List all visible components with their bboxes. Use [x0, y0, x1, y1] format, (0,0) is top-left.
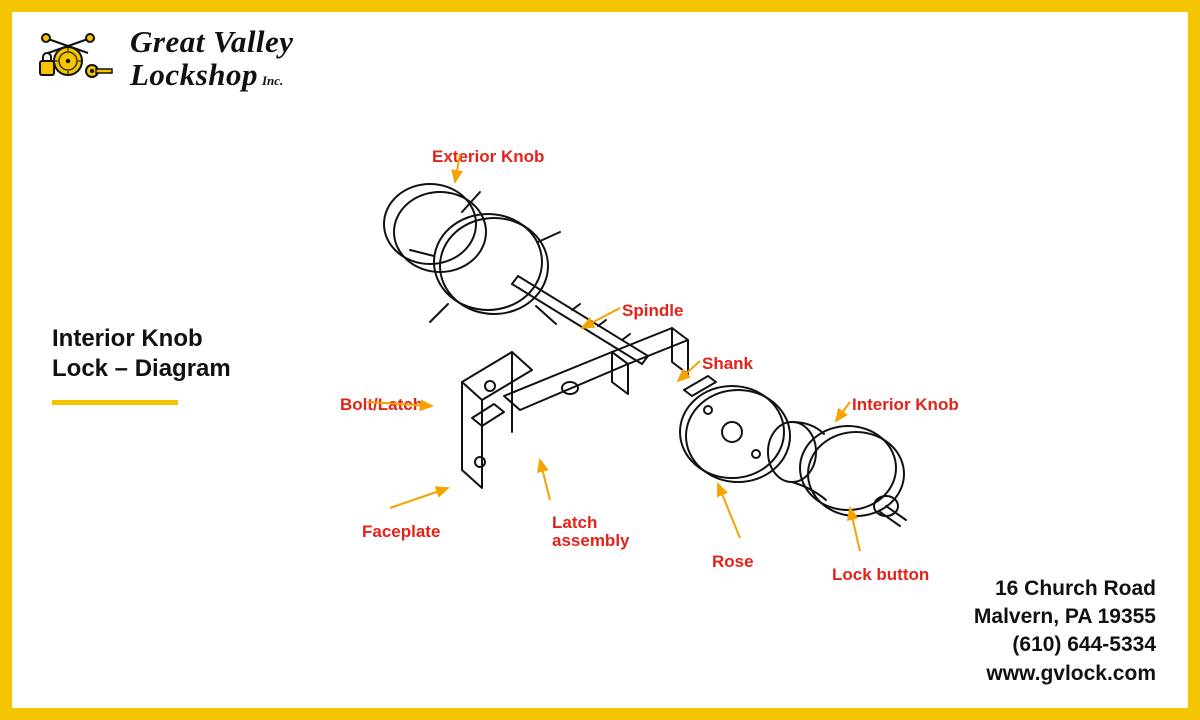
- contact-street: 16 Church Road: [974, 575, 1156, 603]
- keys-lock-icon: [34, 31, 118, 87]
- company-suffix: Inc.: [262, 73, 283, 88]
- company-name: Great Valley Lockshop Inc.: [130, 26, 294, 91]
- contact-phone: (610) 644-5334: [974, 631, 1156, 659]
- label-faceplate: Faceplate: [362, 522, 440, 542]
- label-latch-assembly: Latchassembly: [552, 514, 630, 551]
- contact-block: 16 Church Road Malvern, PA 19355 (610) 6…: [974, 575, 1156, 688]
- label-rose: Rose: [712, 552, 754, 572]
- title-line2: Lock – Diagram: [52, 355, 231, 382]
- page-frame: Great Valley Lockshop Inc. Interior Knob …: [0, 0, 1200, 720]
- label-bolt-latch: Bolt/Latch: [340, 395, 423, 415]
- company-logo: Great Valley Lockshop Inc.: [34, 26, 294, 91]
- contact-url: www.gvlock.com: [974, 660, 1156, 688]
- company-name-line2: Lockshop: [130, 57, 258, 92]
- title-line1: Interior Knob: [52, 325, 203, 352]
- part-shank: [684, 376, 716, 396]
- diagram-title-block: Interior Knob Lock – Diagram: [52, 324, 231, 405]
- knob-lock-diagram: [312, 132, 1012, 572]
- label-interior-knob: Interior Knob: [852, 395, 959, 415]
- part-latch-assembly: [462, 328, 688, 488]
- page-title: Interior Knob Lock – Diagram: [52, 324, 231, 384]
- label-shank: Shank: [702, 354, 753, 374]
- label-lock-button: Lock button: [832, 565, 929, 585]
- label-exterior-knob: Exterior Knob: [432, 147, 544, 167]
- part-exterior-knob: [384, 184, 560, 324]
- part-interior-knob: [768, 422, 906, 526]
- contact-city: Malvern, PA 19355: [974, 603, 1156, 631]
- company-name-line1: Great Valley: [130, 26, 294, 59]
- title-underline: [52, 400, 178, 405]
- label-spindle: Spindle: [622, 301, 683, 321]
